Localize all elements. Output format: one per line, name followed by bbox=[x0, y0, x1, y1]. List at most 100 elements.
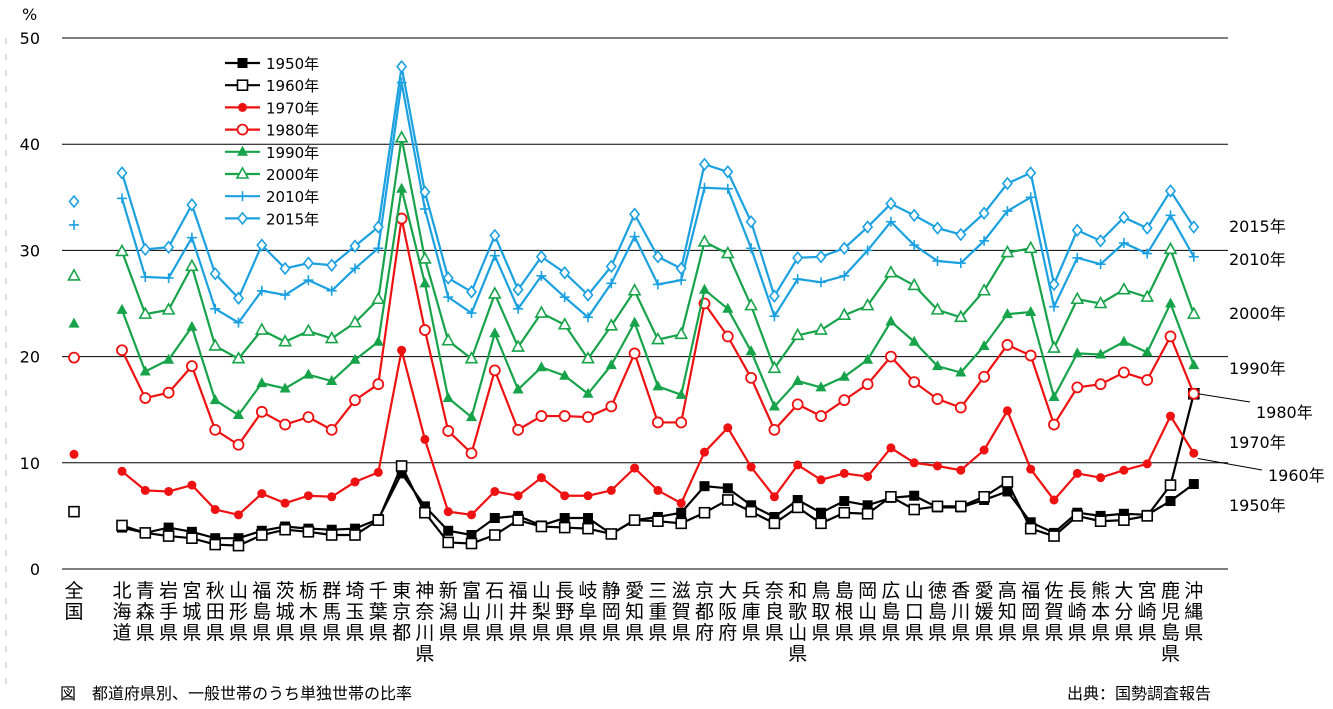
x-tick-char: 島 bbox=[835, 580, 854, 602]
data-point bbox=[722, 302, 734, 313]
data-point bbox=[1189, 448, 1199, 458]
x-tick-char: 木 bbox=[299, 601, 318, 623]
x-tick-label: 茨城県 bbox=[276, 580, 295, 644]
data-point bbox=[720, 245, 735, 259]
data-point bbox=[420, 434, 430, 444]
data-point bbox=[792, 274, 803, 285]
x-tick-label: 香川県 bbox=[951, 580, 970, 644]
x-tick-label: 三重県 bbox=[648, 580, 667, 644]
x-tick-char: 県 bbox=[509, 622, 528, 644]
x-tick-label: 大阪府 bbox=[718, 580, 737, 644]
x-tick-char: 県 bbox=[858, 622, 877, 644]
data-point bbox=[837, 307, 852, 320]
data-point bbox=[954, 500, 967, 513]
series-1980年 bbox=[68, 212, 1200, 460]
x-tick-char: 県 bbox=[788, 643, 807, 665]
data-point bbox=[1119, 465, 1129, 475]
x-tick-label: 兵庫県 bbox=[742, 580, 761, 644]
data-point bbox=[186, 532, 198, 545]
x-tick-label: 福井県 bbox=[509, 580, 528, 644]
data-point bbox=[162, 530, 175, 542]
data-point bbox=[1141, 221, 1153, 235]
data-point bbox=[838, 394, 851, 407]
data-point bbox=[69, 449, 79, 459]
gridlines bbox=[5, 37, 1228, 689]
x-tick-char: 根 bbox=[835, 601, 854, 623]
data-point bbox=[1048, 530, 1060, 542]
data-point bbox=[628, 514, 641, 526]
x-tick-char: 重 bbox=[648, 601, 667, 623]
data-point bbox=[466, 411, 477, 422]
x-tick-char: 都 bbox=[392, 622, 411, 644]
data-point bbox=[394, 130, 409, 143]
data-point bbox=[164, 486, 174, 496]
data-point bbox=[909, 458, 919, 468]
x-tick-label: 北海道 bbox=[112, 580, 131, 644]
data-point bbox=[185, 360, 198, 373]
x-tick-label: 青森県 bbox=[136, 580, 155, 644]
x-tick-char: 全 bbox=[64, 580, 83, 602]
data-point bbox=[1025, 517, 1036, 528]
data-point bbox=[723, 423, 733, 433]
x-tick-char: 県 bbox=[136, 622, 155, 644]
series-2010年 bbox=[69, 77, 1199, 328]
x-tick-char: 秋 bbox=[206, 580, 225, 602]
data-point bbox=[68, 194, 80, 209]
data-point bbox=[955, 227, 967, 242]
data-point bbox=[978, 490, 990, 503]
data-point bbox=[535, 361, 547, 372]
data-point bbox=[1186, 306, 1201, 319]
x-tick-label: 埼玉県 bbox=[345, 580, 364, 644]
x-tick-char: 府 bbox=[718, 622, 737, 644]
x-tick-label: 宮崎県 bbox=[1138, 580, 1157, 644]
data-point bbox=[535, 250, 547, 264]
data-point bbox=[489, 228, 501, 243]
data-point bbox=[1002, 206, 1013, 217]
x-tick-label: 福島県 bbox=[252, 580, 271, 644]
data-point bbox=[792, 375, 804, 386]
data-point bbox=[69, 219, 79, 230]
data-point bbox=[442, 271, 454, 285]
x-tick-char: 県 bbox=[625, 622, 644, 644]
data-point bbox=[885, 196, 897, 211]
data-point bbox=[1165, 210, 1176, 221]
data-point bbox=[1025, 166, 1037, 180]
x-tick-char: 鹿 bbox=[1161, 580, 1180, 602]
end-label: 2000年 bbox=[1229, 304, 1286, 323]
data-point bbox=[1024, 522, 1037, 535]
data-point bbox=[1166, 411, 1175, 421]
x-tick-char: 群 bbox=[322, 580, 341, 602]
x-tick-char: 岐 bbox=[578, 580, 597, 602]
data-point bbox=[790, 327, 805, 341]
data-point bbox=[1023, 240, 1038, 254]
data-point bbox=[1118, 237, 1129, 248]
data-point bbox=[863, 472, 873, 482]
data-point bbox=[862, 500, 873, 511]
data-point bbox=[1141, 510, 1153, 522]
data-point bbox=[583, 312, 593, 323]
data-point bbox=[1188, 220, 1200, 234]
x-tick-char: 分 bbox=[1114, 601, 1133, 623]
x-tick-char: 歌 bbox=[788, 601, 807, 623]
x-tick-label: 岩手県 bbox=[159, 580, 178, 644]
data-point bbox=[676, 275, 687, 286]
data-point bbox=[186, 320, 198, 331]
data-point bbox=[1095, 348, 1107, 359]
data-point bbox=[279, 382, 291, 393]
x-tick-char: 愛 bbox=[625, 580, 644, 602]
data-point bbox=[1072, 468, 1082, 478]
x-tick-char: 県 bbox=[1091, 622, 1110, 644]
x-tick-char: 埼 bbox=[345, 580, 364, 602]
data-point bbox=[769, 511, 780, 522]
data-point bbox=[627, 283, 642, 296]
data-point bbox=[791, 398, 804, 411]
data-point bbox=[466, 308, 477, 319]
data-point bbox=[326, 285, 337, 296]
data-point bbox=[1070, 291, 1085, 305]
data-point bbox=[862, 353, 874, 364]
data-point bbox=[956, 465, 966, 475]
data-point bbox=[326, 375, 338, 386]
x-tick-char: 奈 bbox=[415, 601, 434, 623]
x-tick-char: 県 bbox=[532, 622, 551, 644]
